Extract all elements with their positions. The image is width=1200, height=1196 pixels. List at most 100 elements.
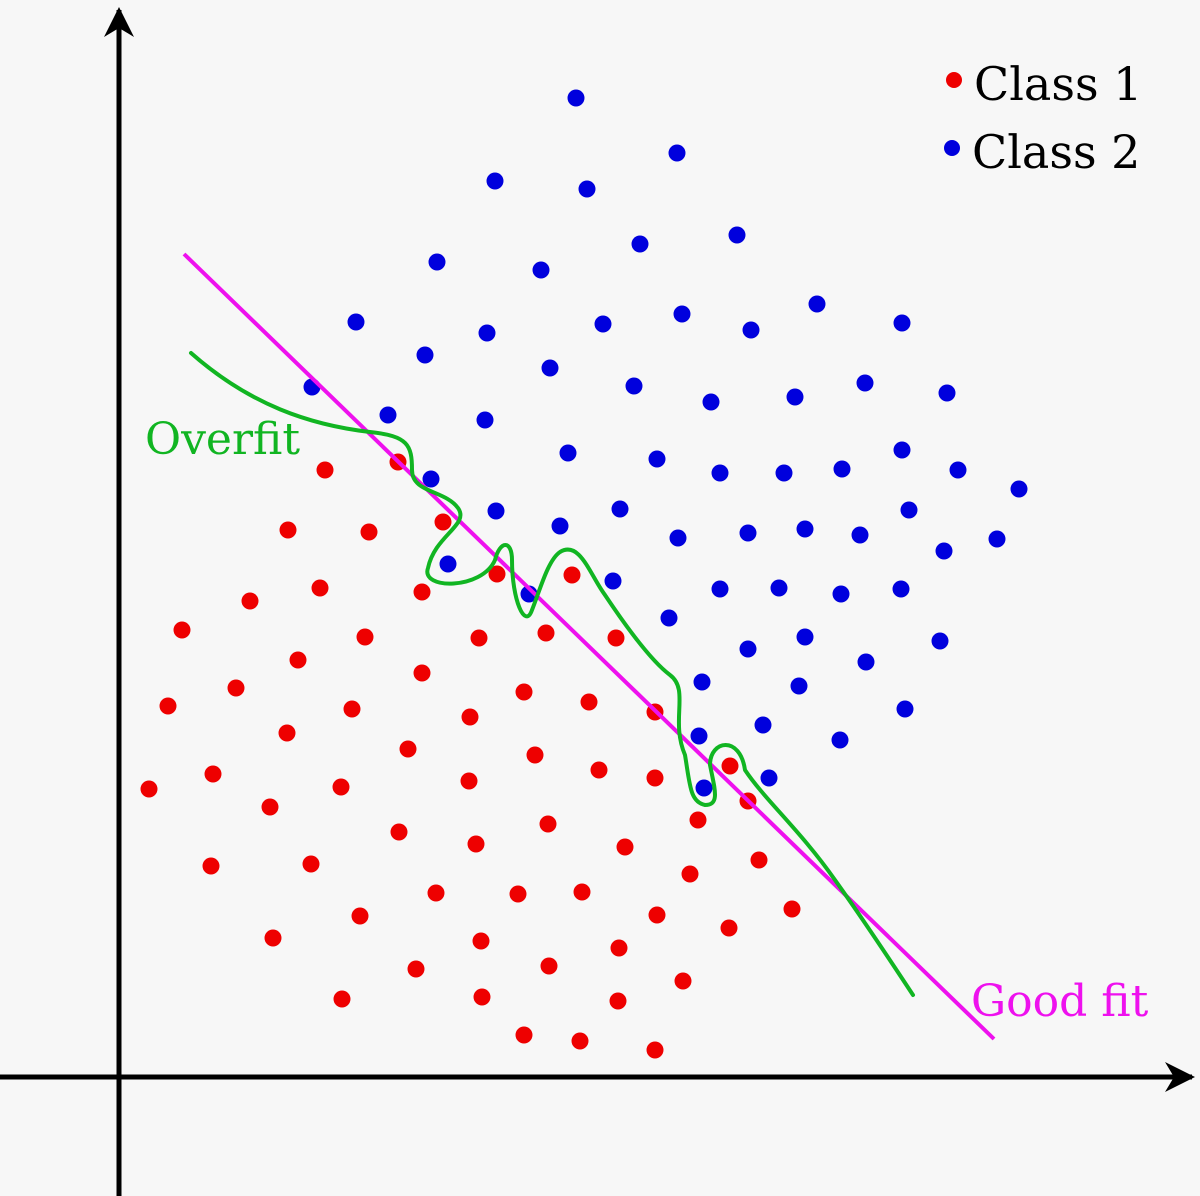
class2-point [935,542,953,560]
class1-point [689,811,707,829]
class1-point [571,1032,589,1050]
class1-point [720,919,738,937]
overfit-label: Overfit [145,414,300,465]
class1-point [540,957,558,975]
class2-point [625,377,643,395]
class1-point [460,772,478,790]
class2-point [711,464,729,482]
legend-class1-label: Class 1 [974,57,1142,111]
class1-point [539,815,557,833]
class2-point [541,359,559,377]
class2-point [949,461,967,479]
class1-point [515,683,533,701]
legend-class2-label: Class 2 [972,125,1140,179]
class1-point [646,1041,664,1059]
class2-point [347,313,365,331]
class2-point [648,450,666,468]
class1-point [488,565,506,583]
class2-point [578,180,596,198]
class2-point [896,700,914,718]
class1-point [427,884,445,902]
class2-point [754,716,772,734]
class2-point [775,464,793,482]
class1-point [316,461,334,479]
class2-point [532,261,550,279]
class1-point [610,939,628,957]
class1-point [509,885,527,903]
class1-point [173,621,191,639]
class2-point [668,144,686,162]
class1-point [526,746,544,764]
class2-point [988,530,1006,548]
class2-point [673,305,691,323]
good-fit-line [182,252,996,1041]
class1-point [399,740,417,758]
class1-point [351,907,369,925]
class2-point [790,677,808,695]
class2-point [476,411,494,429]
class2-point [742,321,760,339]
class1-point [332,778,350,796]
class1-point [204,765,222,783]
class1-point [473,988,491,1006]
legend: Class 1 Class 2 [944,57,1142,179]
class2-point [567,89,585,107]
class1-point [413,583,431,601]
class1-point [721,757,739,775]
class2-point [900,501,918,519]
class2-point [631,235,649,253]
class1-point [580,693,598,711]
class1-point [434,513,452,531]
class2-point [695,779,713,797]
class1-point [278,724,296,742]
class1-point [750,851,768,869]
class1-point [413,664,431,682]
class1-point [289,651,307,669]
class2-point [487,502,505,520]
class2-point [796,520,814,538]
class2-point [693,673,711,691]
class1-point [227,679,245,697]
legend-class2-marker [944,140,960,156]
class1-point [674,972,692,990]
class2-point [604,572,622,590]
class2-point [559,444,577,462]
class1-point [140,780,158,798]
class2-point [786,388,804,406]
class1-point [311,579,329,597]
class1-point [607,629,625,647]
class2-point [416,346,434,364]
class2-point [1010,480,1028,498]
class1-point [279,521,297,539]
class2-point [938,384,956,402]
class2-point [931,632,949,650]
class1-point [467,835,485,853]
class1-point [472,932,490,950]
class1-point [302,855,320,873]
class2-point [379,406,397,424]
class1-point [356,628,374,646]
class1-point [360,523,378,541]
class1-point [241,592,259,610]
class2-point [796,628,814,646]
class1-point [461,708,479,726]
class1-point [202,857,220,875]
class2-point [711,580,729,598]
class2-point [833,460,851,478]
class2-point [611,500,629,518]
good-fit-label: Good fit [971,976,1149,1027]
class2-point [428,253,446,271]
class2-point [728,226,746,244]
class1-point [648,906,666,924]
legend-class1-marker [946,72,962,88]
class1-point [609,992,627,1010]
class1-point [261,798,279,816]
class1-point [590,761,608,779]
class1-point [264,929,282,947]
class2-point [893,441,911,459]
class2-point [422,470,440,488]
class1-point [390,823,408,841]
class2-point [831,731,849,749]
class1-point [333,990,351,1008]
